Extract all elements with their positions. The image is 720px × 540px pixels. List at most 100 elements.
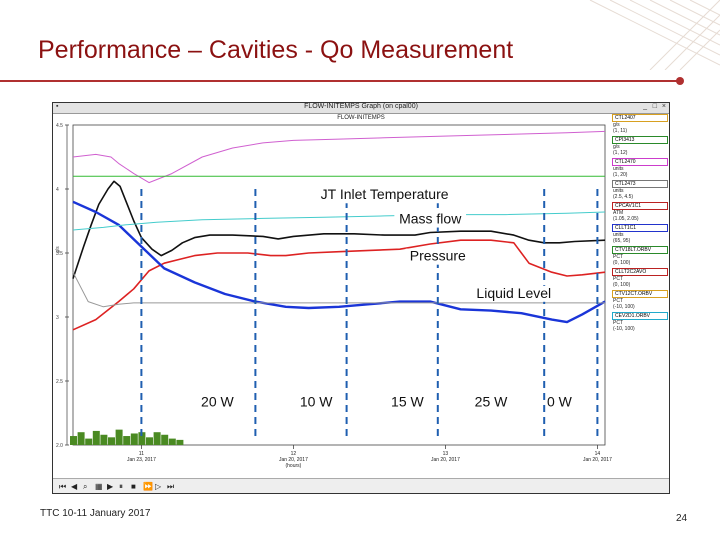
legend-tag: CEV2D1.ORBV bbox=[612, 312, 668, 320]
legend-entry[interactable]: CPCAV1C1 ATM (1.05, 2.05) bbox=[612, 202, 668, 224]
legend-entry[interactable]: CTL2407 g/s (1, 11) bbox=[612, 114, 668, 136]
green-bar bbox=[115, 429, 123, 445]
trace-label: Pressure bbox=[410, 248, 466, 264]
title-divider bbox=[0, 80, 680, 82]
legend-unit: PCT bbox=[613, 254, 623, 260]
x-tick-date: Jan 20, 2017 bbox=[431, 457, 460, 463]
legend-range: (0, 100) bbox=[613, 260, 631, 266]
forward-icon[interactable]: ▶ bbox=[107, 482, 114, 491]
annotation-bg bbox=[308, 187, 461, 204]
trace-label: Liquid Level bbox=[476, 285, 551, 301]
legend-tag: CTL2473 bbox=[612, 180, 668, 188]
legend-range: (1, 12) bbox=[613, 150, 628, 156]
stop-icon[interactable]: ■ bbox=[131, 482, 136, 491]
power-label: 0 W bbox=[547, 394, 573, 410]
green-bar bbox=[176, 439, 184, 445]
page-number: 24 bbox=[676, 513, 688, 524]
window-titlebar: FLOW-INITEMPS Graph (on cpal00) ▪ _ □ × bbox=[53, 103, 669, 114]
legend-range: (0, 100) bbox=[613, 282, 631, 288]
legend-range: (1, 20) bbox=[613, 172, 628, 178]
legend-tag: CLLT1C1 bbox=[612, 224, 668, 232]
green-bar bbox=[70, 436, 77, 445]
legend-unit: units bbox=[613, 166, 624, 172]
maximize-button[interactable]: □ bbox=[652, 103, 657, 110]
legend-range: (-10, 100) bbox=[613, 304, 635, 310]
trace-label: Mass flow bbox=[399, 211, 462, 227]
legend-tag: CTL2470 bbox=[612, 158, 668, 166]
legend-entry[interactable]: CLLT2C2AVO PCT (0, 100) bbox=[612, 268, 668, 290]
graph-toolbar: ⏮ ◀ ⌕ ▦ ▶ ⏸ ■ ⏩ ▷ ⏭ bbox=[53, 478, 669, 493]
legend-unit: g/s bbox=[613, 144, 620, 150]
power-label: 15 W bbox=[391, 394, 424, 410]
minimize-button[interactable]: _ bbox=[643, 103, 647, 110]
y-tick-label: 3.5 bbox=[56, 251, 63, 257]
legend-entry[interactable]: CEV2D1.ORBV PCT (-10, 100) bbox=[612, 312, 668, 334]
legend-entry[interactable]: CTL2470 units (1, 20) bbox=[612, 158, 668, 180]
trace-label: JT Inlet Temperature bbox=[321, 186, 449, 202]
legend-tag: CPI3413 bbox=[612, 136, 668, 144]
y-tick-label: 2.0 bbox=[56, 443, 63, 449]
grid-icon[interactable]: ▦ bbox=[95, 482, 103, 491]
legend-entry[interactable]: CTV12CT.ORBV PCT (-10, 100) bbox=[612, 290, 668, 312]
annotation-bg bbox=[394, 211, 467, 228]
y-tick-label: 4 bbox=[56, 187, 59, 193]
back-icon[interactable]: ◀ bbox=[71, 482, 78, 491]
power-label: 20 W bbox=[201, 394, 234, 410]
rewind-icon[interactable]: ⏮ bbox=[59, 482, 67, 491]
legend-tag: CTV12CT.ORBV bbox=[612, 290, 668, 298]
x-tick-date: Jan 23, 2017 bbox=[127, 457, 156, 463]
title-divider-dot bbox=[676, 77, 684, 85]
green-bar bbox=[108, 437, 115, 445]
legend-unit: PCT bbox=[613, 276, 623, 282]
green-bar bbox=[100, 434, 108, 445]
series-line bbox=[72, 130, 606, 184]
green-bar bbox=[138, 432, 146, 445]
legend-entry[interactable]: CLLT1C1 units (65, 95) bbox=[612, 224, 668, 246]
x-tick-label: 14 bbox=[595, 451, 601, 457]
legend-entry[interactable]: CTV18LT.ORBV PCT (0, 100) bbox=[612, 246, 668, 268]
x-tick-date: Jan 20, 2017 bbox=[279, 457, 308, 463]
series-line bbox=[72, 180, 606, 279]
series-line bbox=[72, 200, 606, 324]
green-bar bbox=[146, 437, 153, 445]
x-tick-label: 13 bbox=[443, 451, 449, 457]
annotation-bg bbox=[405, 248, 470, 265]
pause-icon[interactable]: ⏸ bbox=[119, 482, 123, 491]
y-tick-label: 2.5 bbox=[56, 379, 63, 385]
green-bar bbox=[168, 438, 176, 445]
x-axis-label: (hours) bbox=[285, 463, 301, 469]
legend-range: (65, 95) bbox=[613, 238, 631, 244]
legend-range: (1, 11) bbox=[613, 128, 628, 134]
series-line bbox=[72, 211, 606, 231]
annotation-bg bbox=[467, 285, 561, 302]
play-icon[interactable]: ▷ bbox=[155, 482, 162, 491]
legend-unit: PCT bbox=[613, 320, 623, 326]
plot-area bbox=[72, 124, 606, 446]
legend-entry[interactable]: CTL2473 units (2.5, 4.5) bbox=[612, 180, 668, 202]
series-line bbox=[72, 239, 606, 331]
power-label: 10 W bbox=[300, 394, 333, 410]
legend-range: (-10, 100) bbox=[613, 326, 635, 332]
green-bar bbox=[92, 430, 100, 445]
slide-title: Performance – Cavities - Qo Measurement bbox=[38, 36, 514, 64]
legend-range: (1.05, 2.05) bbox=[613, 216, 639, 222]
legend-unit: g/s bbox=[613, 122, 620, 128]
close-button[interactable]: × bbox=[661, 103, 666, 110]
zoom-icon[interactable]: ⌕ bbox=[83, 482, 88, 491]
corner-decoration bbox=[589, 0, 720, 70]
window-menu-icon[interactable]: ▪ bbox=[56, 103, 59, 110]
legend-tag: CLLT2C2AVO bbox=[612, 268, 668, 276]
legend-tag: CTL2407 bbox=[612, 114, 668, 122]
legend-tag: CTV18LT.ORBV bbox=[612, 246, 668, 254]
green-bar bbox=[153, 432, 161, 445]
legend-unit: units bbox=[613, 232, 624, 238]
end-icon[interactable]: ⏭ bbox=[167, 482, 175, 491]
legend-unit: PCT bbox=[613, 298, 623, 304]
series-line bbox=[72, 271, 605, 308]
x-tick-label: 11 bbox=[139, 451, 144, 457]
fast-forward-icon[interactable]: ⏩ bbox=[143, 482, 153, 491]
legend-entry[interactable]: CPI3413 g/s (1, 12) bbox=[612, 136, 668, 158]
x-tick-date: Jan 20, 2017 bbox=[583, 457, 612, 463]
plot-window: FLOW-INITEMPS Graph (on cpal00) ▪ _ □ × … bbox=[52, 102, 670, 494]
